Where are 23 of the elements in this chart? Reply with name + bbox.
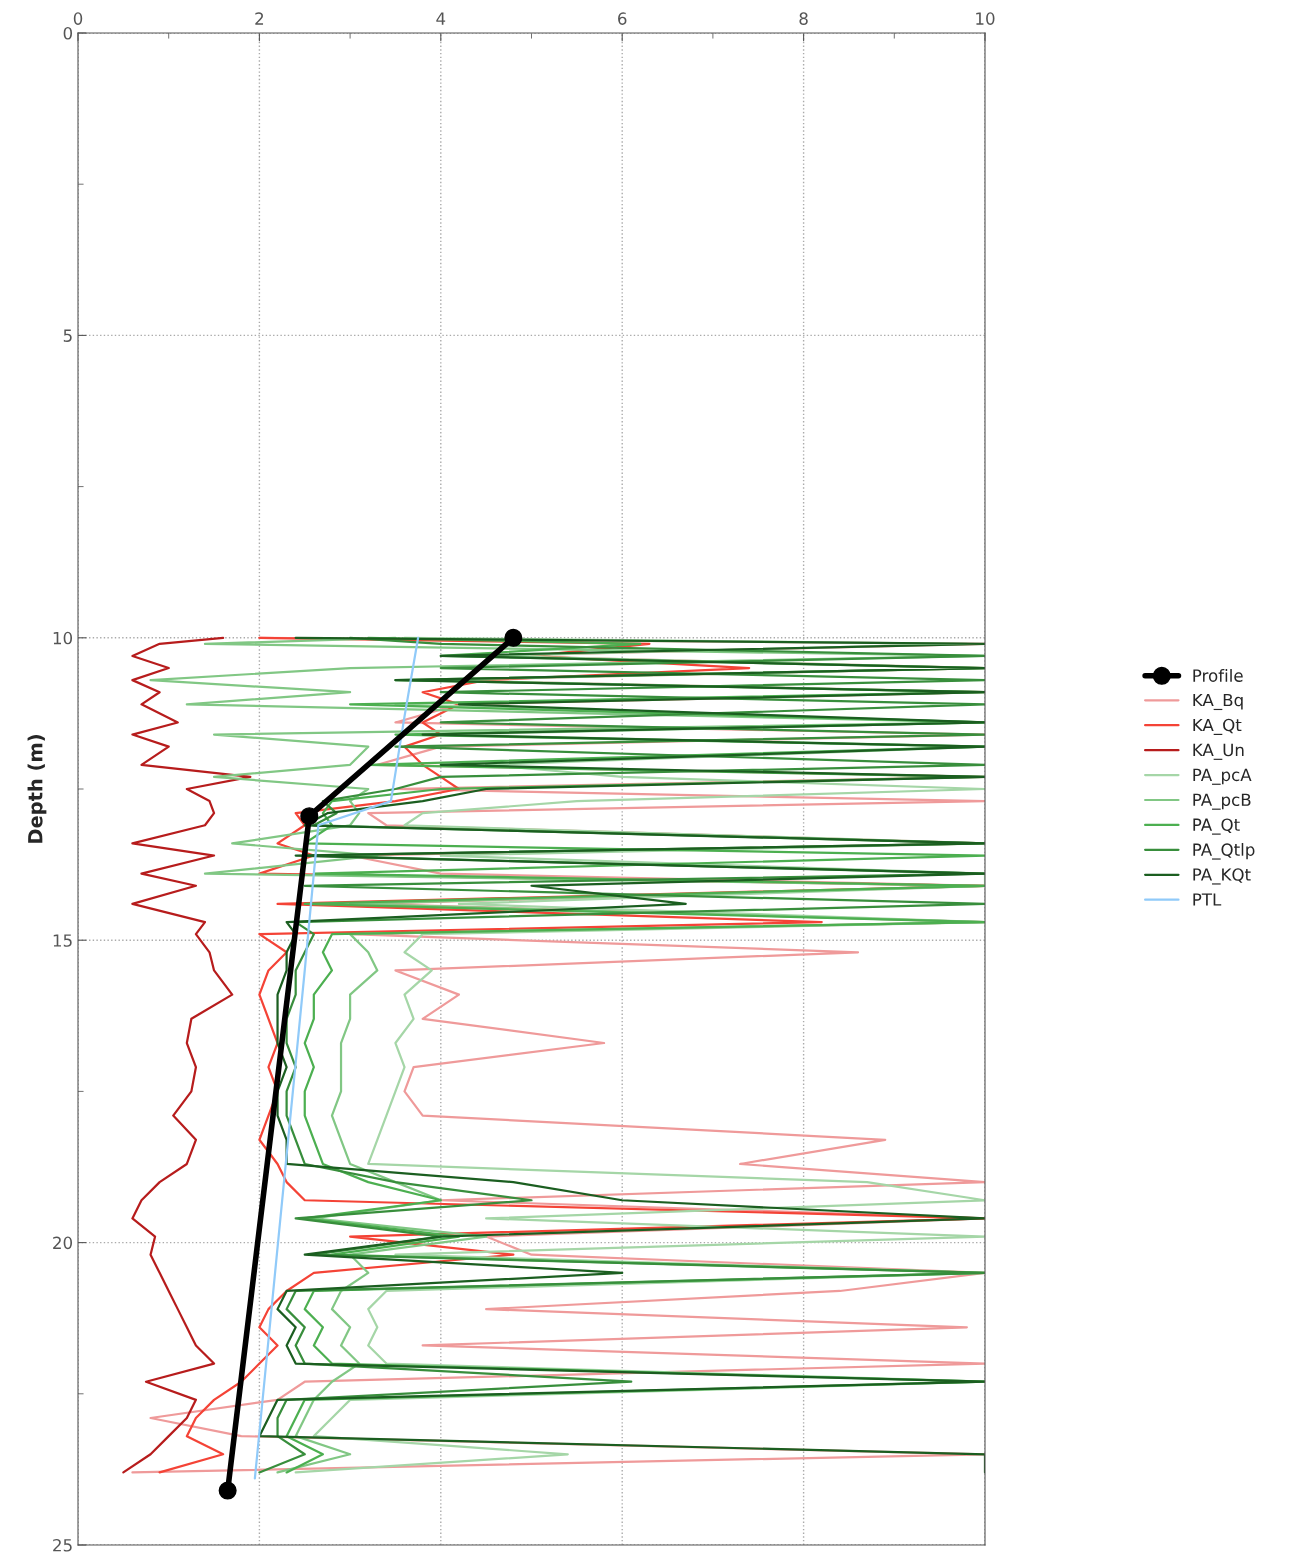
legend-label: KA_Bq <box>1193 693 1243 711</box>
legend-label: KA_Qt <box>1193 718 1242 735</box>
legend-label: PA_pcB <box>1193 793 1251 810</box>
x-tick-label: 0 <box>73 12 83 25</box>
y-tick-label: 0 <box>63 26 73 40</box>
y-tick-label: 15 <box>53 934 72 947</box>
legend-label: PA_KQt <box>1193 868 1251 885</box>
legend-label: PA_Qt <box>1193 818 1240 835</box>
legend-label: PTL <box>1193 893 1222 906</box>
legend-label: KA_Un <box>1193 743 1244 760</box>
y-tick-label: 5 <box>63 329 72 342</box>
legend-label: PA_pcA <box>1193 768 1252 785</box>
x-tick-label: 4 <box>436 12 446 25</box>
x-tick-label: 2 <box>255 12 264 25</box>
x-tick-label: 10 <box>976 12 995 25</box>
legend-label: PA_Qtlp <box>1193 843 1255 860</box>
y-tick-label: 10 <box>53 631 73 645</box>
x-tick-label: 8 <box>799 12 808 25</box>
y-tick-label: 20 <box>53 1236 73 1250</box>
legend-label: Profile <box>1193 668 1243 682</box>
y-tick-label: 25 <box>53 1538 72 1552</box>
x-tick-label: 6 <box>618 12 627 25</box>
y-axis-title: Depth (m) <box>27 735 47 843</box>
